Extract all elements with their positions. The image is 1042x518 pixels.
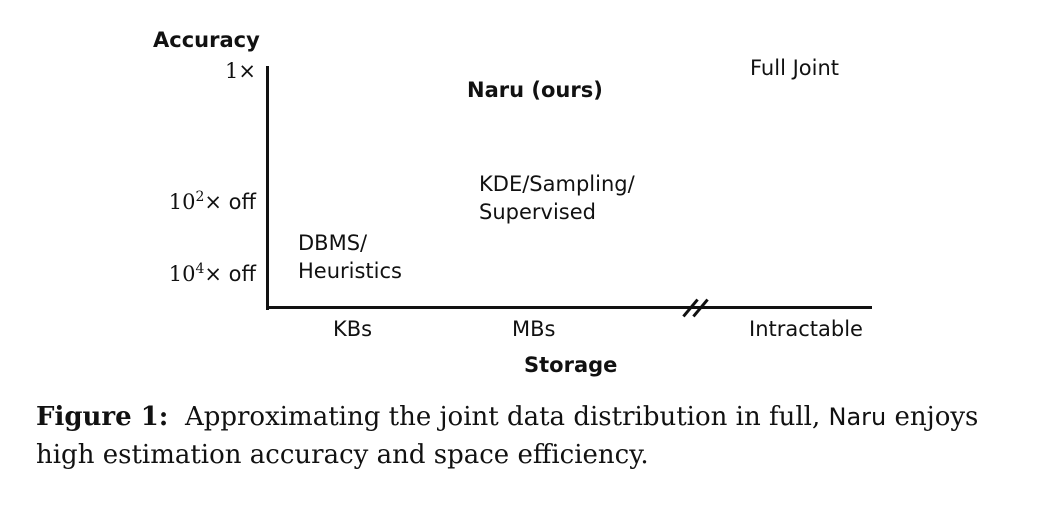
y-tick-1x-base: 1 <box>225 59 239 83</box>
y-tick-10e4-exp: 4 <box>195 261 205 277</box>
y-axis-title: Accuracy <box>153 28 260 52</box>
y-tick-10e4-base: 10 <box>168 262 196 286</box>
y-tick-1x: 1× <box>225 59 256 83</box>
x-tick-mbs: MBs <box>512 317 556 341</box>
y-axis-line <box>266 66 269 310</box>
figure-label: Figure 1: <box>36 402 169 432</box>
heuristics-label: Heuristics <box>298 259 402 283</box>
y-tick-10e2-base: 10 <box>168 190 196 214</box>
naru-label: Naru (ours) <box>467 78 603 102</box>
x-axis-title: Storage <box>524 353 618 377</box>
kde-sampling-label: KDE/Sampling/ <box>479 172 635 196</box>
caption-text-before: Approximating the joint data distributio… <box>184 402 821 432</box>
dbms-label: DBMS/ <box>298 231 368 255</box>
y-tick-10e2-suffix: × off <box>204 190 256 214</box>
y-tick-10e4-suffix: × off <box>204 262 256 286</box>
supervised-label: Supervised <box>479 200 596 224</box>
x-tick-kbs: KBs <box>333 317 373 341</box>
caption-system-name: Naru <box>828 403 887 431</box>
figure-caption: Figure 1: Approximating the joint data d… <box>36 398 1016 474</box>
y-tick-1x-suffix: × <box>238 59 256 83</box>
y-tick-10e4: 104× off <box>169 261 256 286</box>
full-joint-label: Full Joint <box>750 56 840 80</box>
y-tick-10e2: 102× off <box>169 189 256 214</box>
x-axis-line <box>266 306 872 309</box>
y-tick-10e2-exp: 2 <box>195 189 205 205</box>
x-tick-intractable: Intractable <box>749 317 863 341</box>
caption-text-after: enjoys high estimation accuracy and spac… <box>36 402 979 470</box>
